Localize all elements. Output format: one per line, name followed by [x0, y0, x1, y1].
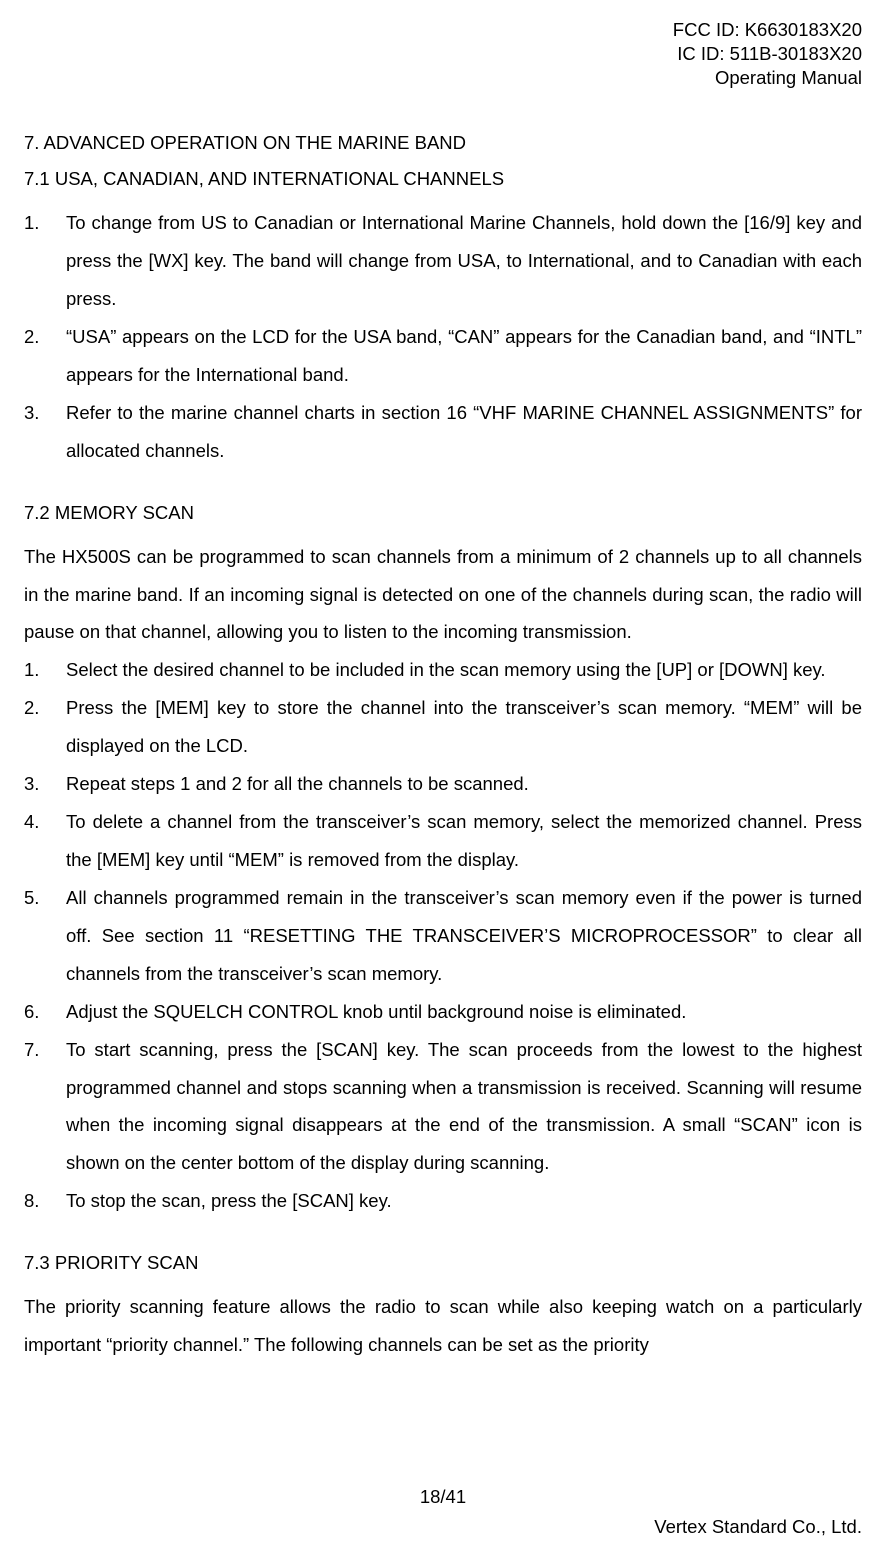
list-item: To stop the scan, press the [SCAN] key. [24, 1182, 862, 1220]
list-item: To delete a channel from the transceiver… [24, 803, 862, 879]
list-item: Refer to the marine channel charts in se… [24, 394, 862, 470]
list-item: Repeat steps 1 and 2 for all the channel… [24, 765, 862, 803]
list-item: To change from US to Canadian or Interna… [24, 204, 862, 318]
list-item: Press the [MEM] key to store the channel… [24, 689, 862, 765]
section-7-1-list: To change from US to Canadian or Interna… [24, 204, 862, 469]
header-block: FCC ID: K6630183X20 IC ID: 511B-30183X20… [24, 18, 862, 90]
section-7-2-title: 7.2 MEMORY SCAN [24, 502, 862, 524]
section-7-3-title: 7.3 PRIORITY SCAN [24, 1252, 862, 1274]
list-item: Select the desired channel to be include… [24, 651, 862, 689]
header-ic: IC ID: 511B-30183X20 [24, 42, 862, 66]
list-item: To start scanning, press the [SCAN] key.… [24, 1031, 862, 1183]
header-doc: Operating Manual [24, 66, 862, 90]
section-7-2-list: Select the desired channel to be include… [24, 651, 862, 1220]
footer-page-number: 18/41 [0, 1486, 886, 1508]
section-7-3-intro: The priority scanning feature allows the… [24, 1288, 862, 1364]
section-7-2-intro: The HX500S can be programmed to scan cha… [24, 538, 862, 652]
list-item: “USA” appears on the LCD for the USA ban… [24, 318, 862, 394]
list-item: All channels programmed remain in the tr… [24, 879, 862, 993]
list-item: Adjust the SQUELCH CONTROL knob until ba… [24, 993, 862, 1031]
section-7-1-title: 7.1 USA, CANADIAN, AND INTERNATIONAL CHA… [24, 168, 862, 190]
section-7-title: 7. ADVANCED OPERATION ON THE MARINE BAND [24, 132, 862, 154]
header-fcc: FCC ID: K6630183X20 [24, 18, 862, 42]
footer-company: Vertex Standard Co., Ltd. [654, 1516, 862, 1538]
